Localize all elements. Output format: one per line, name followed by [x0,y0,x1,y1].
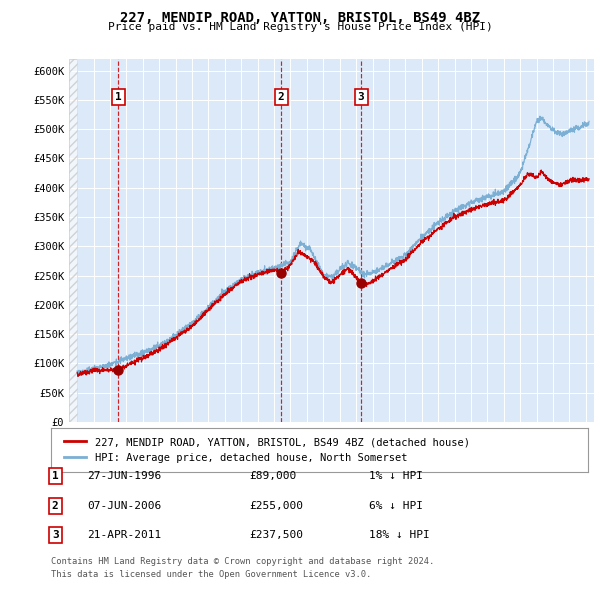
Text: 1: 1 [115,92,121,102]
Text: 27-JUN-1996: 27-JUN-1996 [87,471,161,481]
Text: £255,000: £255,000 [249,501,303,510]
Text: £237,500: £237,500 [249,530,303,540]
Text: 227, MENDIP ROAD, YATTON, BRISTOL, BS49 4BZ: 227, MENDIP ROAD, YATTON, BRISTOL, BS49 … [120,11,480,25]
Text: 1: 1 [52,471,59,481]
Text: 1% ↓ HPI: 1% ↓ HPI [369,471,423,481]
Text: 6% ↓ HPI: 6% ↓ HPI [369,501,423,510]
Text: 21-APR-2011: 21-APR-2011 [87,530,161,540]
Text: This data is licensed under the Open Government Licence v3.0.: This data is licensed under the Open Gov… [51,571,371,579]
Text: 3: 3 [52,530,59,540]
Text: Contains HM Land Registry data © Crown copyright and database right 2024.: Contains HM Land Registry data © Crown c… [51,558,434,566]
Bar [69,59,77,422]
Text: 2: 2 [52,501,59,510]
Text: £89,000: £89,000 [249,471,296,481]
Text: 07-JUN-2006: 07-JUN-2006 [87,501,161,510]
Legend: 227, MENDIP ROAD, YATTON, BRISTOL, BS49 4BZ (detached house), HPI: Average price: 227, MENDIP ROAD, YATTON, BRISTOL, BS49 … [56,430,477,470]
Text: Price paid vs. HM Land Registry's House Price Index (HPI): Price paid vs. HM Land Registry's House … [107,22,493,32]
Text: 2: 2 [278,92,284,102]
Text: 3: 3 [358,92,364,102]
Text: 18% ↓ HPI: 18% ↓ HPI [369,530,430,540]
